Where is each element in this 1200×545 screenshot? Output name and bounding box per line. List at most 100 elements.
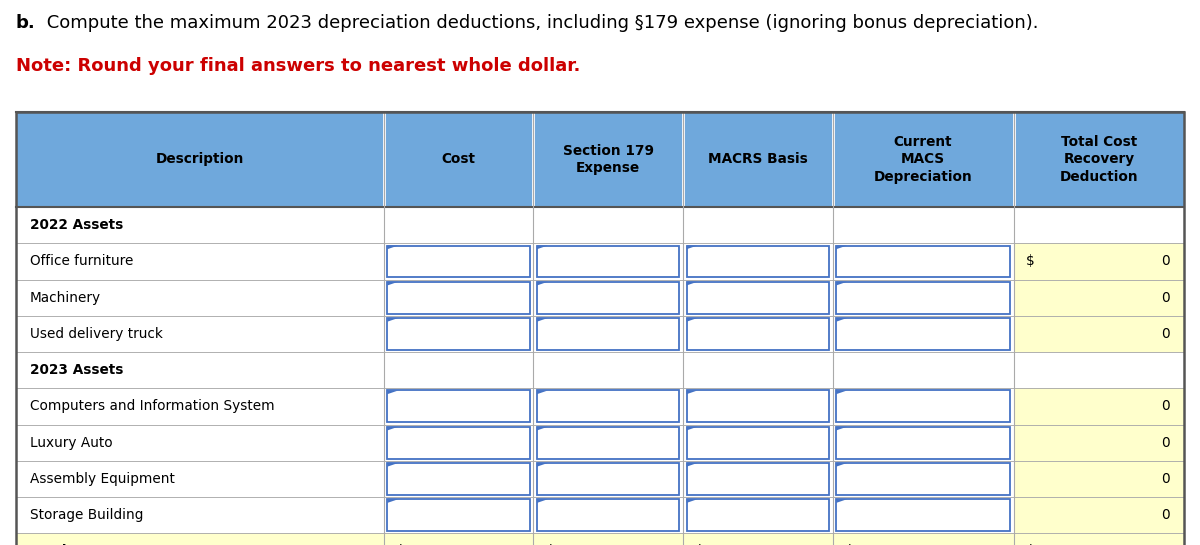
Polygon shape [686, 390, 697, 394]
Bar [16, 461, 384, 497]
Polygon shape [388, 318, 398, 322]
Text: Section 179
Expense: Section 179 Expense [563, 144, 654, 175]
Polygon shape [536, 282, 547, 286]
Bar [384, 316, 533, 352]
Bar [384, 388, 533, 425]
Text: b.: b. [16, 14, 35, 32]
Text: 0: 0 [510, 544, 518, 545]
Polygon shape [836, 318, 847, 322]
Text: Storage Building: Storage Building [30, 508, 143, 522]
Bar [384, 352, 533, 388]
Bar [833, 388, 1014, 425]
Polygon shape [388, 427, 398, 431]
Bar [1014, 207, 1184, 243]
Text: 0: 0 [1160, 544, 1170, 545]
Polygon shape [536, 427, 547, 431]
Bar [833, 280, 1014, 316]
Bar [683, 425, 833, 461]
Bar [836, 318, 1010, 350]
Polygon shape [388, 245, 398, 249]
Bar [536, 499, 679, 531]
Polygon shape [686, 318, 697, 322]
Text: Current
MACS
Depreciation: Current MACS Depreciation [874, 135, 972, 184]
Text: Description: Description [156, 153, 244, 166]
Text: $: $ [396, 544, 406, 545]
Bar [533, 243, 683, 280]
Text: Compute the maximum 2023 depreciation deductions, including §179 expense (ignori: Compute the maximum 2023 depreciation de… [41, 14, 1038, 32]
Bar [683, 533, 833, 545]
Bar [533, 352, 683, 388]
Bar [16, 112, 1184, 207]
Polygon shape [686, 499, 697, 503]
Polygon shape [388, 463, 398, 467]
Polygon shape [536, 499, 547, 503]
Text: 0: 0 [1162, 255, 1170, 269]
Bar [833, 207, 1014, 243]
Text: Machinery: Machinery [30, 290, 101, 305]
Polygon shape [686, 282, 697, 286]
Bar [16, 388, 384, 425]
Bar [16, 533, 384, 545]
Bar [1014, 425, 1184, 461]
Bar [533, 280, 683, 316]
Polygon shape [836, 282, 847, 286]
Polygon shape [536, 318, 547, 322]
Bar [536, 318, 679, 350]
Bar [384, 533, 533, 545]
Bar [533, 425, 683, 461]
Bar [536, 427, 679, 458]
Bar [1014, 280, 1184, 316]
Bar [836, 427, 1010, 458]
Bar [16, 352, 384, 388]
Bar [388, 282, 529, 313]
Text: 0: 0 [659, 544, 668, 545]
Polygon shape [388, 499, 398, 503]
Text: 0: 0 [1162, 327, 1170, 341]
Bar [16, 112, 1184, 545]
Bar [16, 243, 384, 280]
Text: 0: 0 [1162, 472, 1170, 486]
Bar [1014, 497, 1184, 533]
Bar [833, 461, 1014, 497]
Polygon shape [836, 499, 847, 503]
Bar [388, 245, 529, 277]
Bar [833, 352, 1014, 388]
Bar [533, 497, 683, 533]
Bar [384, 425, 533, 461]
Polygon shape [536, 390, 547, 394]
Text: $: $ [845, 544, 854, 545]
Text: $: $ [695, 544, 704, 545]
Bar [683, 497, 833, 533]
Bar [1014, 243, 1184, 280]
Bar [536, 245, 679, 277]
Bar [833, 425, 1014, 461]
Bar [388, 390, 529, 422]
Text: Assembly Equipment: Assembly Equipment [30, 472, 175, 486]
Bar [686, 499, 829, 531]
Text: 0: 0 [990, 544, 1000, 545]
Bar [533, 461, 683, 497]
Bar [388, 499, 529, 531]
Bar [833, 243, 1014, 280]
Bar [1014, 388, 1184, 425]
Text: $: $ [545, 544, 554, 545]
Bar [536, 282, 679, 313]
Text: 0: 0 [1162, 399, 1170, 414]
Bar [683, 207, 833, 243]
Bar [836, 390, 1010, 422]
Bar [536, 390, 679, 422]
Bar [533, 388, 683, 425]
Bar [384, 497, 533, 533]
Bar [533, 533, 683, 545]
Bar [388, 427, 529, 458]
Text: Total Cost
Recovery
Deduction: Total Cost Recovery Deduction [1060, 135, 1139, 184]
Bar [836, 463, 1010, 495]
Bar [16, 280, 384, 316]
Text: Total: Total [30, 544, 67, 545]
Bar [836, 245, 1010, 277]
Bar [683, 461, 833, 497]
Bar [686, 463, 829, 495]
Bar [533, 316, 683, 352]
Bar [384, 280, 533, 316]
Text: 0: 0 [1162, 290, 1170, 305]
